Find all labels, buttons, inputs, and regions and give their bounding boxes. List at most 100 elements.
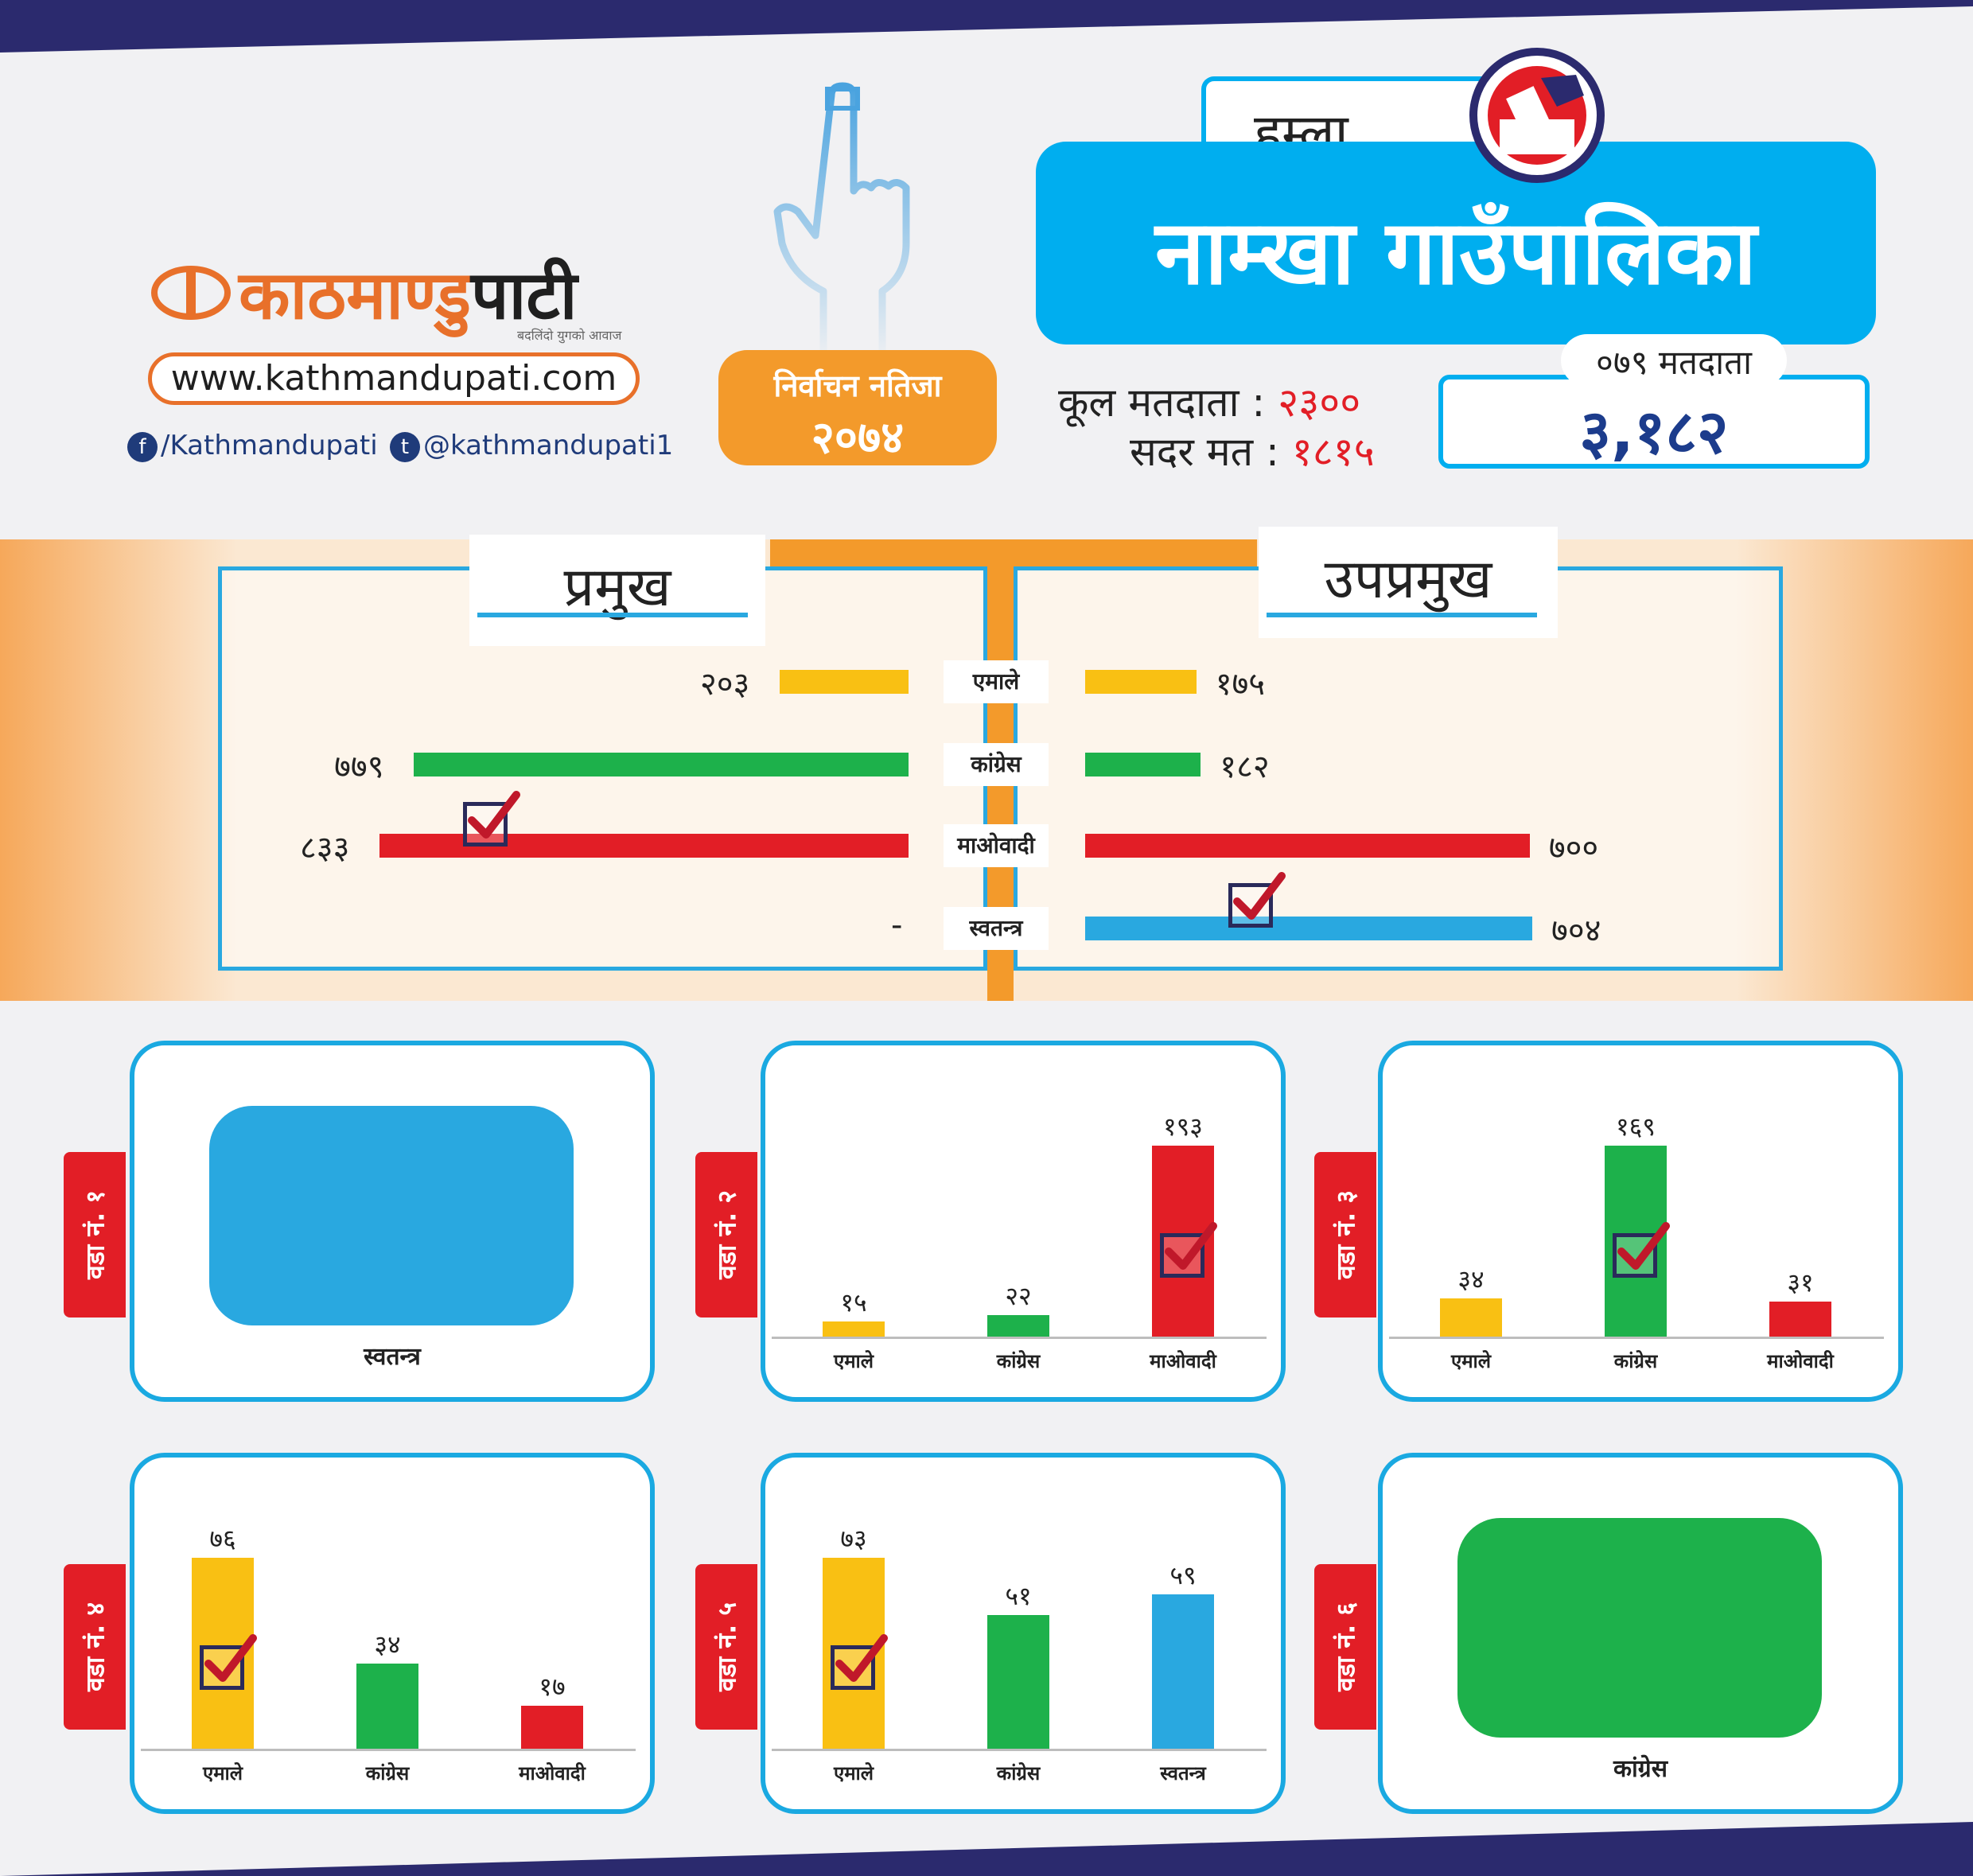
deputy-value-1: १७५ — [1215, 666, 1266, 703]
facebook-icon: f — [127, 431, 158, 462]
ward-2-bar-1 — [823, 1321, 885, 1337]
municipality-banner: नाम्खा गाउँपालिका — [1036, 142, 1876, 344]
ward-3-category-2: कांग्रेस — [1613, 1350, 1658, 1372]
valid-votes: सदर मत : १८१५ — [1130, 429, 1375, 475]
party-label-1: एमाले — [944, 660, 1049, 703]
website-link[interactable]: www.kathmandupati.com — [148, 352, 640, 405]
ward-6-winner-label: कांग्रेस — [1613, 1755, 1668, 1783]
logo-wordmark: काठमाण्डुपाटी — [239, 256, 578, 334]
top-strip — [0, 0, 1973, 53]
voters-079-value: ३,१८२ — [1579, 396, 1729, 467]
ward-5-category-3: स्वतन्त्र — [1160, 1762, 1206, 1785]
ward-5-value-3: ५९ — [1169, 1560, 1197, 1591]
ward-title-1: वडा नं. १ — [80, 1189, 111, 1280]
ward-tag-2: वडा नं. २ — [695, 1152, 757, 1317]
deputy-title-underline — [1267, 613, 1537, 617]
municipality-name: नाम्खा गाउँपालिका — [1154, 201, 1757, 305]
ward-4-category-1: एमाले — [202, 1762, 243, 1785]
deputy-winner-check-icon — [1228, 872, 1286, 928]
ward-3-value-3: ३१ — [1787, 1267, 1814, 1298]
voters-079-box: ३,१८२ — [1438, 375, 1870, 469]
chief-title-underline — [477, 613, 748, 617]
ward-2-value-1: १५ — [840, 1287, 867, 1318]
ward-5-category-2: कांग्रेस — [996, 1762, 1041, 1785]
deputy-bar-1 — [1085, 670, 1197, 694]
ward-4-winner-check-icon — [200, 1634, 257, 1690]
ward-2-category-3: माओवादी — [1150, 1350, 1216, 1372]
logo-tagline: बदलिंदो युगको आवाज — [517, 328, 622, 343]
ward-3-bar-1 — [1440, 1298, 1502, 1337]
deputy-title: उपप्रमुख — [1324, 548, 1492, 611]
ward-1-winner-block — [209, 1106, 574, 1325]
ward-2-winner-check-icon — [1160, 1222, 1217, 1278]
ward-tag-6: वडा नं. ६ — [1314, 1564, 1376, 1730]
chief-bar-3 — [379, 834, 909, 858]
deputy-value-2: १८२ — [1220, 749, 1270, 785]
ward-2-baseline — [772, 1337, 1267, 1339]
ward-4-category-2: कांग्रेस — [365, 1762, 410, 1785]
ward-tag-4: वडा नं. ४ — [64, 1564, 126, 1730]
chief-value-4: - — [891, 907, 903, 944]
ward-3-category-3: माओवादी — [1767, 1350, 1834, 1372]
logo-mark-icon — [151, 266, 231, 320]
ward-3-value-1: ३४ — [1457, 1263, 1485, 1294]
ward-6-winner-block — [1457, 1518, 1822, 1738]
deputy-bar-2 — [1085, 753, 1201, 776]
deputy-title-tab: उपप्रमुख — [1259, 527, 1558, 638]
badge-year: २०७४ — [811, 412, 905, 464]
ward-tag-5: वडा नं. ५ — [695, 1564, 757, 1730]
deputy-bar-4 — [1085, 917, 1533, 940]
chief-bar-1 — [779, 670, 909, 694]
total-voters: कूल मतदाता : २३०० — [1058, 379, 1361, 426]
ward-5-winner-check-icon — [831, 1634, 888, 1690]
ward-4-category-3: माओवादी — [519, 1762, 586, 1785]
ward-title-6: वडा नं. ६ — [1330, 1602, 1361, 1692]
party-label-3: माओवादी — [944, 824, 1049, 867]
party-label-4: स्वतन्त्र — [944, 907, 1049, 950]
facebook-link[interactable]: f/Kathmandupati — [127, 430, 378, 462]
ward-3-category-1: एमाले — [1450, 1350, 1492, 1372]
ward-3-value-2: १६९ — [1616, 1111, 1656, 1142]
ward-4-bar-3 — [521, 1706, 583, 1749]
chief-title-tab: प्रमुख — [469, 535, 765, 646]
ward-2-category-1: एमाले — [833, 1350, 874, 1372]
badge-title: निर्वाचन नतिजा — [773, 368, 942, 403]
chief-value-2: ७७९ — [334, 749, 384, 785]
chief-winner-check-icon — [463, 791, 520, 847]
ward-4-value-1: ७६ — [209, 1524, 236, 1554]
party-label-2: कांग्रेस — [944, 743, 1049, 786]
ward-title-4: वडा नं. ४ — [80, 1602, 111, 1692]
ward-2-category-2: कांग्रेस — [996, 1350, 1041, 1372]
bottom-strip — [0, 1822, 1973, 1876]
brand-logo: काठमाण्डुपाटी बदलिंदो युगको आवाज — [151, 247, 628, 343]
ward-2-bar-2 — [987, 1314, 1049, 1337]
ward-5-baseline — [772, 1749, 1267, 1751]
ward-3-winner-check-icon — [1613, 1222, 1670, 1278]
band-connector — [770, 539, 1257, 566]
ward-1-winner-label: स्वतन्त्र — [364, 1343, 421, 1371]
chief-title: प्रमुख — [563, 556, 671, 619]
ward-5-bar-3 — [1152, 1594, 1214, 1749]
twitter-icon: t — [390, 431, 420, 462]
ward-3-baseline — [1389, 1337, 1884, 1339]
chief-bar-2 — [414, 753, 909, 776]
election-result-badge: निर्वाचन नतिजा २०७४ — [718, 350, 997, 465]
twitter-link[interactable]: t @kathmandupati1 — [390, 430, 673, 462]
voters-079-label-bg — [1561, 334, 1787, 387]
ward-4-value-2: ३४ — [374, 1629, 401, 1660]
ward-title-5: वडा नं. ५ — [711, 1602, 742, 1692]
voters-079-label: ०७९ मतदाता — [1596, 343, 1752, 382]
ward-4-bar-2 — [356, 1663, 418, 1749]
ward-2-value-3: १९३ — [1163, 1111, 1203, 1142]
deputy-bar-3 — [1085, 834, 1530, 858]
deputy-value-3: ७०० — [1548, 830, 1599, 866]
ballot-box-icon — [1469, 48, 1605, 183]
ward-3-bar-3 — [1769, 1301, 1831, 1337]
ward-5-value-2: ५१ — [1005, 1581, 1032, 1612]
ward-4-value-3: १७ — [539, 1672, 566, 1703]
ward-5-bar-2 — [987, 1615, 1049, 1749]
deputy-value-4: ७०४ — [1551, 913, 1601, 949]
ward-title-2: वडा नं. २ — [711, 1189, 742, 1280]
chief-value-1: २०३ — [699, 666, 750, 703]
ward-tag-1: वडा नं. १ — [64, 1152, 126, 1317]
